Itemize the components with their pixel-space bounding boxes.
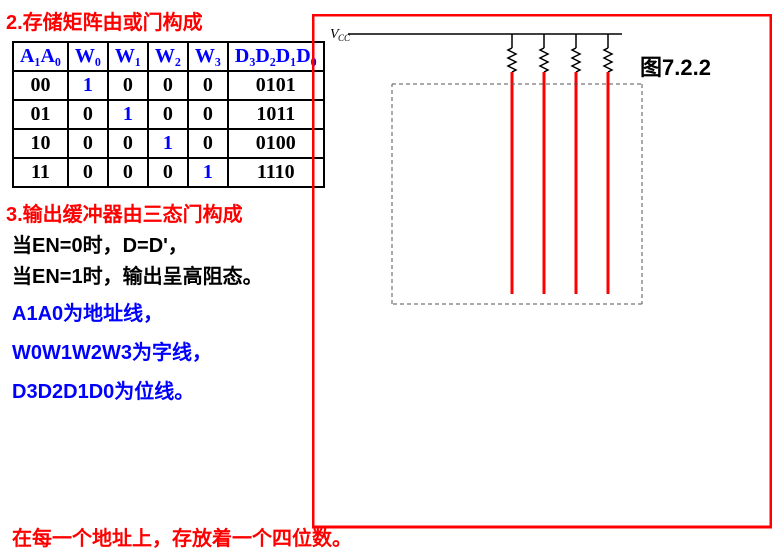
heading-output-buffer: 3.输出缓冲器由三态门构成	[6, 198, 306, 227]
table-header: W₁	[108, 42, 148, 71]
table-row: 1000100100	[13, 129, 324, 158]
table-header: D₃D₂D₁D₀	[228, 42, 324, 71]
table-row: 0101001011	[13, 100, 324, 129]
text-en0: 当EN=0时，D=D'，	[12, 229, 300, 258]
truth-table: A₁A₀W₀W₁W₂W₃D₃D₂D₁D₀00100001010101001011…	[12, 41, 325, 188]
text-en1: 当EN=1时，输出呈高阻态。	[12, 260, 300, 289]
circuit-diagram: VCC	[312, 14, 772, 544]
text-addr-line: A1A0为地址线，	[12, 297, 300, 326]
table-header: W₂	[148, 42, 188, 71]
table-row: 1100011110	[13, 158, 324, 187]
table-header: W₀	[68, 42, 108, 71]
text-bottom-summary: 在每一个地址上，存放着一个四位数。	[12, 522, 352, 551]
table-row: 0010000101	[13, 71, 324, 100]
table-header: A₁A₀	[13, 42, 68, 71]
text-bit-line: D3D2D1D0为位线。	[12, 375, 300, 404]
heading-storage-matrix: 2.存储矩阵由或门构成	[6, 6, 306, 35]
table-header: W₃	[188, 42, 228, 71]
text-word-line: W0W1W2W3为字线，	[12, 336, 300, 365]
